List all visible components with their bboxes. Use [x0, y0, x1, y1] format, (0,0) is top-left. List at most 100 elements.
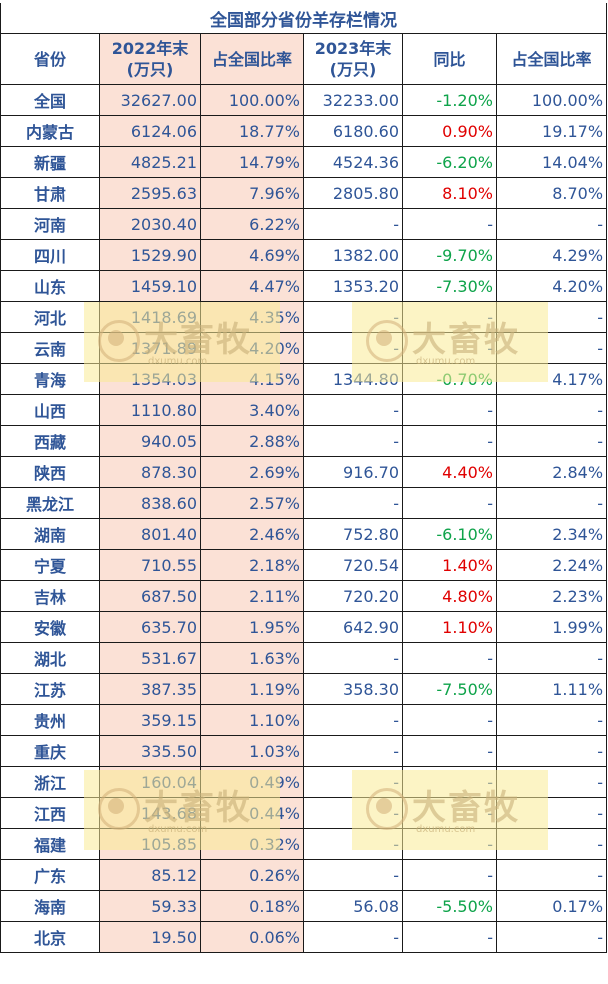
- cell-2023: -: [303, 301, 403, 333]
- table-row: 江西 143.68 0.44% - - -: [0, 797, 608, 829]
- cell-2023: -: [303, 394, 403, 426]
- cell-yoy: -7.30%: [402, 270, 497, 302]
- header-row: 省份 2022年末 (万只) 占全国比率 2023年末 (万只) 同比 占全国比率: [0, 33, 608, 85]
- cell-yoy: -: [402, 921, 497, 953]
- cell-yoy: 4.80%: [402, 580, 497, 612]
- cell-share-2023: -: [495, 859, 608, 891]
- cell-yoy: -: [402, 797, 497, 829]
- cell-share-2023: 19.17%: [495, 115, 608, 147]
- cell-province: 湖南: [0, 518, 100, 550]
- cell-share-2022: 4.69%: [200, 239, 304, 271]
- cell-2022: 2030.40: [99, 208, 201, 240]
- cell-2023: 4524.36: [303, 146, 403, 178]
- table-row: 湖南 801.40 2.46% 752.80 -6.10% 2.34%: [0, 518, 608, 550]
- table-row: 福建 105.85 0.32% - - -: [0, 828, 608, 860]
- cell-2023: -: [303, 859, 403, 891]
- cell-2023: 1382.00: [303, 239, 403, 271]
- cell-2022: 387.35: [99, 673, 201, 705]
- cell-share-2022: 0.18%: [200, 890, 304, 922]
- cell-province: 青海: [0, 363, 100, 395]
- cell-2022: 1459.10: [99, 270, 201, 302]
- cell-yoy: -1.20%: [402, 84, 497, 116]
- cell-share-2023: -: [495, 332, 608, 364]
- table-row: 浙江 160.04 0.49% - - -: [0, 766, 608, 798]
- cell-yoy: -6.20%: [402, 146, 497, 178]
- cell-2022: 105.85: [99, 828, 201, 860]
- cell-share-2023: 4.29%: [495, 239, 608, 271]
- cell-2023: -: [303, 425, 403, 457]
- cell-share-2022: 7.96%: [200, 177, 304, 209]
- cell-2023: 642.90: [303, 611, 403, 643]
- cell-2022: 335.50: [99, 735, 201, 767]
- cell-share-2022: 2.69%: [200, 456, 304, 488]
- table-row: 贵州 359.15 1.10% - - -: [0, 704, 608, 736]
- cell-2022: 160.04: [99, 766, 201, 798]
- cell-province: 云南: [0, 332, 100, 364]
- cell-yoy: -6.10%: [402, 518, 497, 550]
- cell-yoy: -9.70%: [402, 239, 497, 271]
- cell-share-2023: 14.04%: [495, 146, 608, 178]
- cell-2023: -: [303, 642, 403, 674]
- cell-2023: -: [303, 735, 403, 767]
- cell-share-2023: 2.23%: [495, 580, 608, 612]
- cell-2023: -: [303, 704, 403, 736]
- cell-2022: 531.67: [99, 642, 201, 674]
- cell-share-2023: 1.11%: [495, 673, 608, 705]
- table-row: 甘肃 2595.63 7.96% 2805.80 8.10% 8.70%: [0, 177, 608, 209]
- table-row: 湖北 531.67 1.63% - - -: [0, 642, 608, 674]
- cell-share-2023: -: [495, 394, 608, 426]
- cell-share-2023: -: [495, 704, 608, 736]
- cell-share-2022: 4.47%: [200, 270, 304, 302]
- header-2022: 2022年末 (万只): [99, 33, 201, 85]
- cell-share-2022: 4.20%: [200, 332, 304, 364]
- cell-2022: 710.55: [99, 549, 201, 581]
- cell-share-2023: -: [495, 487, 608, 519]
- cell-province: 黑龙江: [0, 487, 100, 519]
- cell-province: 贵州: [0, 704, 100, 736]
- cell-yoy: 0.90%: [402, 115, 497, 147]
- cell-2022: 19.50: [99, 921, 201, 953]
- cell-share-2023: -: [495, 642, 608, 674]
- cell-2023: -: [303, 487, 403, 519]
- cell-yoy: -: [402, 642, 497, 674]
- cell-share-2022: 4.15%: [200, 363, 304, 395]
- sheep-stock-table: 全国部分省份羊存栏情况 省份 2022年末 (万只) 占全国比率 2023年末 (万…: [0, 3, 608, 953]
- cell-share-2022: 4.35%: [200, 301, 304, 333]
- cell-2023: 752.80: [303, 518, 403, 550]
- cell-share-2022: 1.95%: [200, 611, 304, 643]
- header-share-2023: 占全国比率: [495, 33, 608, 85]
- cell-yoy: -: [402, 704, 497, 736]
- cell-2023: -: [303, 332, 403, 364]
- cell-2023: -: [303, 828, 403, 860]
- cell-share-2023: -: [495, 425, 608, 457]
- cell-yoy: -: [402, 766, 497, 798]
- cell-share-2023: -: [495, 828, 608, 860]
- cell-2022: 4825.21: [99, 146, 201, 178]
- cell-2023: 2805.80: [303, 177, 403, 209]
- table-row: 江苏 387.35 1.19% 358.30 -7.50% 1.11%: [0, 673, 608, 705]
- cell-share-2023: -: [495, 735, 608, 767]
- cell-yoy: 8.10%: [402, 177, 497, 209]
- cell-province: 河北: [0, 301, 100, 333]
- table-row: 黑龙江 838.60 2.57% - - -: [0, 487, 608, 519]
- cell-province: 西藏: [0, 425, 100, 457]
- cell-province: 江西: [0, 797, 100, 829]
- cell-share-2023: 2.84%: [495, 456, 608, 488]
- cell-2022: 878.30: [99, 456, 201, 488]
- cell-share-2023: 4.20%: [495, 270, 608, 302]
- cell-2022: 801.40: [99, 518, 201, 550]
- table-row: 西藏 940.05 2.88% - - -: [0, 425, 608, 457]
- cell-province: 全国: [0, 84, 100, 116]
- table-row: 青海 1354.03 4.15% 1344.80 -0.70% 4.17%: [0, 363, 608, 395]
- cell-share-2022: 1.63%: [200, 642, 304, 674]
- cell-2022: 1418.69: [99, 301, 201, 333]
- cell-2023: 358.30: [303, 673, 403, 705]
- cell-share-2022: 18.77%: [200, 115, 304, 147]
- table-row: 河北 1418.69 4.35% - - -: [0, 301, 608, 333]
- cell-province: 山西: [0, 394, 100, 426]
- cell-share-2023: -: [495, 921, 608, 953]
- cell-province: 海南: [0, 890, 100, 922]
- cell-province: 新疆: [0, 146, 100, 178]
- table-row: 全国 32627.00 100.00% 32233.00 -1.20% 100.00%: [0, 84, 608, 116]
- cell-share-2022: 0.49%: [200, 766, 304, 798]
